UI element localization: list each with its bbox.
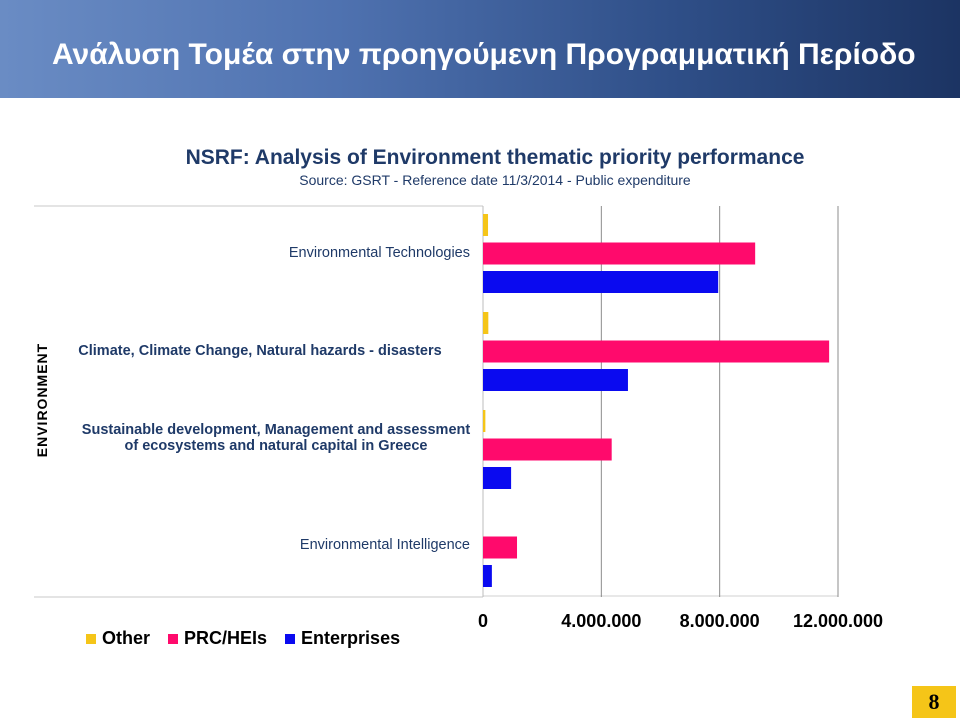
bar-enterprises xyxy=(483,565,492,587)
title-banner: Ανάλυση Τομέα στην προηγούμενη Προγραμμα… xyxy=(0,0,960,98)
legend-swatch xyxy=(86,633,96,644)
bar-prc-heis xyxy=(483,242,756,265)
bar-enterprises xyxy=(483,369,628,391)
bar-prc-heis xyxy=(483,536,518,559)
category-label: Environmental Intelligence xyxy=(299,537,470,553)
slide-title: Ανάλυση Τομέα στην προηγούμενη Προγραμμα… xyxy=(52,38,916,71)
legend-item: PRC/HEIs xyxy=(168,628,267,649)
bars xyxy=(483,214,830,587)
bar-enterprises xyxy=(483,467,512,489)
legend-item: Enterprises xyxy=(285,628,400,649)
bar-prc-heis xyxy=(483,340,830,363)
page-number: 8 xyxy=(912,686,956,718)
category-label: Environmental Technologies xyxy=(288,245,470,261)
bar-enterprises xyxy=(483,271,719,293)
category-label: Climate, Climate Change, Natural hazards… xyxy=(78,343,442,359)
x-tick-label: 4.000.000 xyxy=(561,611,642,631)
legend-label: Enterprises xyxy=(301,628,401,648)
legend-swatch xyxy=(168,633,179,644)
x-tick-label: 12.000.000 xyxy=(792,611,884,631)
legend-label: Other xyxy=(102,628,151,648)
gridlines xyxy=(482,206,839,597)
x-tick-label: 0 xyxy=(477,611,489,631)
chart-subtitle: Source: GSRT - Reference date 11/3/2014 … xyxy=(299,172,691,188)
chart-frame xyxy=(34,205,838,598)
legend-label: PRC/HEIs xyxy=(184,628,268,648)
bar-other xyxy=(483,410,486,432)
bar-prc-heis xyxy=(483,438,612,461)
category-label: Sustainable development, Management and … xyxy=(81,422,471,454)
chart-title: NSRF: Analysis of Environment thematic p… xyxy=(185,146,805,169)
legend-swatch xyxy=(285,633,296,644)
bar-other xyxy=(483,312,489,334)
bar-other xyxy=(483,214,489,236)
legend: Other PRC/HEIs Enterprises xyxy=(86,628,400,649)
x-tick-label: 8.000.000 xyxy=(679,611,760,631)
legend-item: Other xyxy=(86,628,150,649)
